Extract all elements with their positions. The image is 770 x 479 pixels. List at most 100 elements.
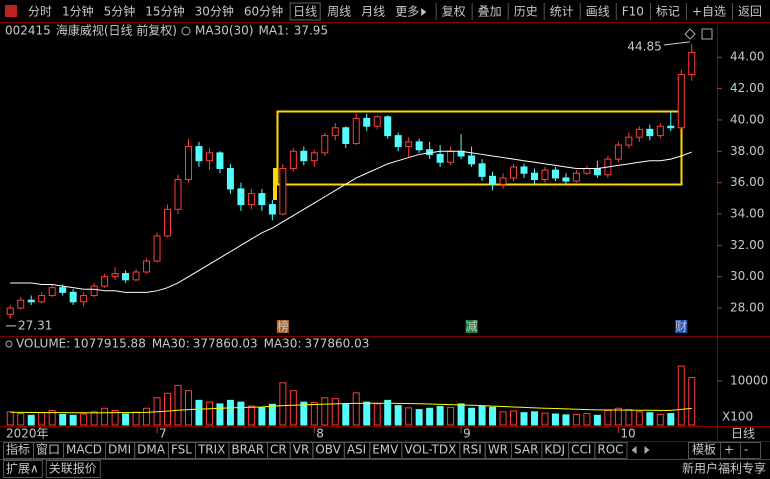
indicator-tab[interactable]: CCI — [571, 443, 591, 457]
event-box[interactable] — [675, 320, 688, 333]
volume-info: 377860.03 — [304, 337, 369, 351]
volume-bar — [69, 414, 77, 426]
footer-button[interactable]: 关联报价 — [49, 461, 97, 476]
volume-info: 1077915.88 — [73, 337, 146, 351]
indicator-tab[interactable]: 窗口 — [36, 443, 60, 457]
tab-border — [594, 442, 628, 459]
toolbar-item[interactable]: 周线 — [327, 5, 351, 19]
toolbar-item[interactable]: 画线 — [586, 5, 610, 19]
volume-bar — [164, 392, 172, 426]
candle-body — [300, 150, 308, 162]
toolbar-item[interactable]: +自选 — [692, 5, 726, 19]
volume-bar — [132, 411, 140, 426]
volume-bar — [436, 406, 444, 426]
info-icon[interactable] — [181, 26, 191, 36]
indicator-tab[interactable]: ASI — [347, 443, 366, 457]
candle-body — [593, 168, 601, 176]
candle-body — [510, 166, 518, 179]
indicator-tab[interactable]: VR — [293, 443, 310, 457]
candle-body — [635, 128, 643, 138]
toolbar-item[interactable]: 分时 — [28, 5, 52, 19]
toolbar-item[interactable]: F10 — [622, 5, 644, 19]
candle-body — [237, 188, 245, 206]
x-tick-label: 10 — [620, 427, 635, 441]
indicator-tab[interactable]: VOL-TDX — [404, 443, 456, 457]
indicator-tab[interactable]: TRIX — [197, 443, 225, 457]
volume-bar — [478, 405, 486, 426]
volume-bar — [216, 403, 224, 426]
toolbar-item[interactable]: 1分钟 — [62, 4, 94, 19]
volume-info: MA30: — [264, 337, 302, 351]
toolbar-item[interactable]: 60分钟 — [244, 4, 283, 19]
volume-bar — [268, 403, 276, 426]
indicator-tab[interactable]: RSI — [462, 443, 482, 457]
volume-bar — [510, 410, 518, 426]
volume-bar — [688, 377, 696, 426]
volume-bar — [604, 409, 612, 426]
indicator-tab[interactable]: WR — [488, 443, 508, 457]
indicator-tab[interactable]: DMI — [108, 443, 131, 457]
template-tab[interactable]: + — [724, 443, 734, 457]
window-icon[interactable] — [701, 28, 713, 40]
ma-info: MA30(30) — [195, 24, 253, 38]
period-label: 日线 — [731, 427, 755, 441]
toolbar-item[interactable]: 5分钟 — [104, 4, 136, 19]
toolbar-item[interactable]: 更多 — [395, 5, 419, 19]
candle-body — [153, 235, 161, 262]
toolbar-item[interactable]: 统计 — [550, 5, 574, 19]
indicator-tab[interactable]: MACD — [66, 443, 102, 457]
indicator-tab[interactable]: OBV — [315, 443, 341, 457]
candle-body — [48, 287, 56, 297]
event-label: 减 — [466, 320, 478, 334]
event-box[interactable] — [276, 320, 289, 333]
indicator-tab[interactable]: CR — [270, 443, 287, 457]
low-annotation: 27.31 — [18, 318, 52, 332]
volume-bar — [122, 413, 130, 426]
indicator-tab[interactable]: BRAR — [231, 443, 264, 457]
toolbar-item[interactable]: 标记 — [656, 5, 680, 19]
stock-info: 002415 — [5, 24, 51, 38]
volume-icon — [5, 340, 13, 348]
indicator-tab[interactable]: EMV — [372, 443, 399, 457]
toolbar-item[interactable]: 叠加 — [478, 5, 502, 19]
candle-body — [352, 117, 360, 144]
volume-bar — [656, 413, 664, 426]
toolbar-item[interactable]: 复权 — [442, 5, 466, 19]
candle-body — [321, 135, 329, 154]
toolbar-item[interactable]: 日线 — [293, 5, 317, 19]
tab-prev[interactable] — [631, 446, 637, 454]
candle-body — [69, 291, 77, 303]
promo-link[interactable]: 新用户福利专享 — [682, 461, 766, 476]
volume-bar — [593, 414, 601, 426]
indicator-tab[interactable]: 指标 — [6, 442, 30, 457]
toolbar-item[interactable]: 30分钟 — [195, 4, 234, 19]
indicator-tab[interactable]: FSL — [171, 443, 192, 457]
toolbar-item[interactable]: 返回 — [738, 5, 762, 19]
volume-bar — [562, 414, 570, 426]
volume-bar — [447, 406, 455, 426]
indicator-tab[interactable]: KDJ — [544, 443, 565, 457]
footer-button[interactable]: 扩展∧ — [6, 462, 39, 476]
indicator-tab[interactable]: SAR — [514, 443, 538, 457]
volume-bar — [625, 409, 633, 426]
candle-body — [279, 168, 287, 215]
template-tab[interactable]: - — [744, 443, 748, 457]
settings-icon[interactable] — [684, 28, 696, 40]
volume-bar — [583, 413, 591, 426]
more-arrow[interactable] — [421, 8, 427, 16]
event-box[interactable] — [465, 320, 478, 333]
indicator-tab[interactable]: ROC — [597, 443, 623, 457]
tab-next[interactable] — [644, 446, 650, 454]
toolbar-item[interactable]: 历史 — [514, 5, 538, 19]
high-arrow — [663, 41, 690, 46]
volume-ma-line — [10, 402, 692, 414]
volume-bar — [541, 412, 549, 426]
volume-bar — [363, 401, 371, 426]
toolbar-item[interactable]: 月线 — [361, 5, 385, 19]
footer-border — [3, 460, 43, 478]
volume-bar — [321, 397, 329, 426]
toolbar-item[interactable]: 15分钟 — [145, 4, 184, 19]
template-tab[interactable]: 模板 — [692, 443, 716, 457]
indicator-tab[interactable]: DMA — [137, 443, 166, 457]
menu-icon[interactable] — [5, 5, 17, 17]
